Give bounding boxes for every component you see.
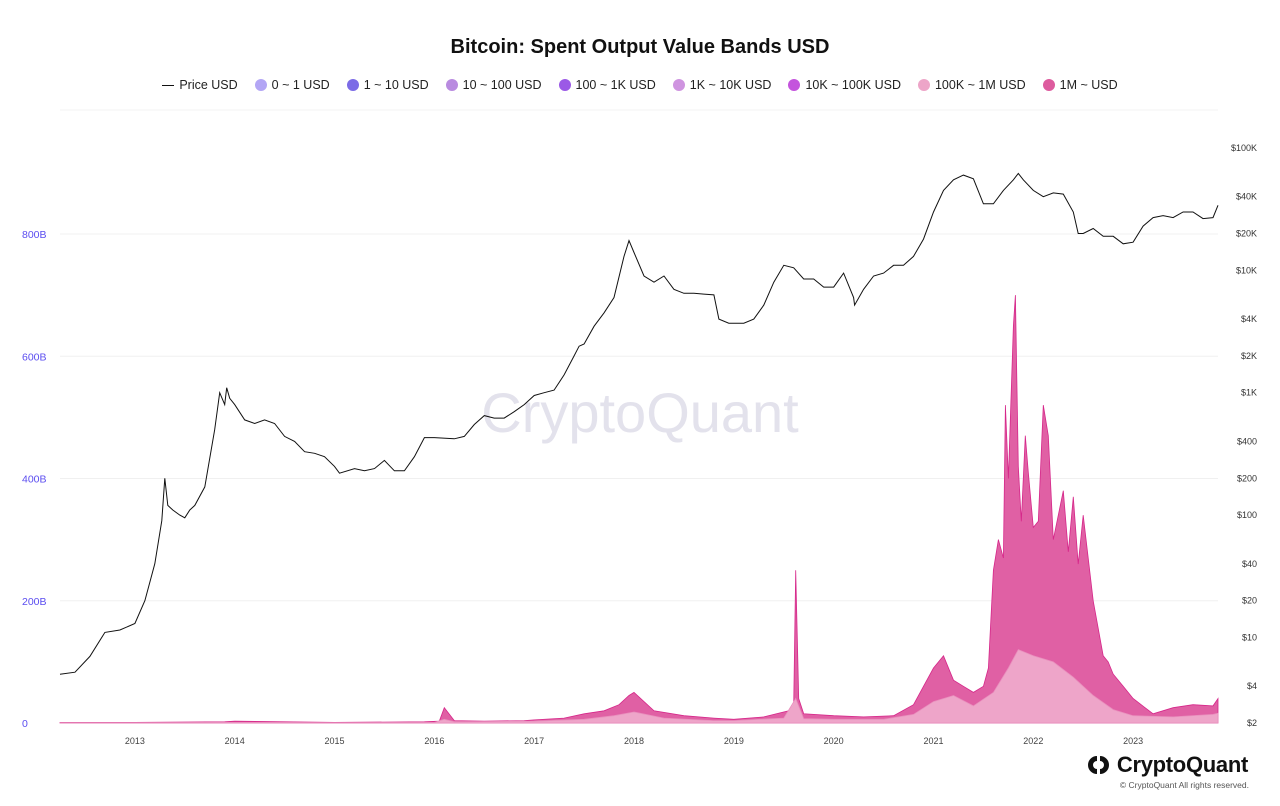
legend-marker [672, 79, 685, 91]
y-axis-right-tick: $40K [1236, 192, 1257, 202]
y-axis-right-tick: $10K [1236, 265, 1257, 275]
area-series-1m-usd [59, 295, 1219, 724]
legend-label: 10 ~ 100 USD [462, 78, 542, 92]
y-axis-right-tick: $40 [1242, 559, 1257, 569]
x-axis-tick: 2016 [424, 736, 444, 746]
y-axis-right-tick: $4K [1241, 314, 1257, 324]
legend-item[interactable]: 100 ~ 1K USD [558, 78, 656, 92]
x-axis-tick: 2020 [824, 736, 844, 746]
brand-logo: CryptoQuant [1086, 752, 1248, 778]
y-axis-right-tick: $20K [1236, 229, 1257, 239]
y-axis-right-tick: $10 [1242, 632, 1257, 642]
y-axis-right-tick: $100 [1237, 510, 1257, 520]
x-axis-tick: 2017 [524, 736, 544, 746]
legend-item[interactable]: 1K ~ 10K USD [672, 78, 772, 92]
y-axis-right-tick: $1K [1241, 388, 1257, 398]
chart-legend: Price USD 0 ~ 1 USD 1 ~ 10 USD 10 ~ 100 USD… [0, 78, 1280, 92]
chart-title: Bitcoin: Spent Output Value Bands USD [450, 36, 830, 58]
y-axis-right-tick: $20 [1242, 596, 1257, 606]
legend-marker [558, 79, 571, 91]
legend-label: 100K ~ 1M USD [934, 78, 1026, 92]
legend-marker [788, 79, 801, 91]
y-axis-right-tick: $2K [1241, 351, 1257, 361]
x-axis-tick: 2015 [325, 736, 345, 746]
brand-name: CryptoQuant [1116, 752, 1248, 777]
legend-marker [917, 79, 930, 91]
legend-label: 1K ~ 10K USD [689, 78, 772, 92]
legend-item[interactable]: 10 ~ 100 USD [445, 78, 542, 92]
x-axis-tick: 2023 [1123, 736, 1143, 746]
legend-marker [445, 79, 458, 91]
y-axis-right-tick: $200 [1237, 473, 1257, 483]
legend-item[interactable]: Price USD [162, 78, 238, 92]
y-axis-right-tick: $100K [1231, 143, 1257, 153]
legend-label: Price USD [179, 78, 238, 92]
legend-item[interactable]: 100K ~ 1M USD [917, 78, 1026, 92]
watermark: CryptoQuant [481, 381, 799, 444]
x-axis-tick: 2021 [923, 736, 943, 746]
y-axis-left-tick: 400B [22, 474, 47, 486]
y-axis-right-tick: $400 [1237, 436, 1257, 446]
y-axis-left-tick: 200B [22, 596, 47, 608]
legend-item[interactable]: 10K ~ 100K USD [788, 78, 901, 92]
legend-label: 10K ~ 100K USD [805, 78, 901, 92]
y-axis-left-tick: 0 [22, 718, 28, 730]
y-axis-right-tick: $4 [1247, 681, 1257, 691]
legend-label: 1 ~ 10 USD [363, 78, 429, 92]
legend-label: 0 ~ 1 USD [271, 78, 330, 92]
legend-label: 100 ~ 1K USD [575, 78, 656, 92]
y-axis-right-tick: $2 [1247, 718, 1257, 728]
y-axis-left-tick: 600B [22, 351, 47, 363]
cryptoquant-logo-icon [1087, 756, 1109, 774]
legend-label: 1M ~ USD [1059, 78, 1118, 92]
x-axis-tick: 2019 [724, 736, 744, 746]
x-axis-tick: 2022 [1023, 736, 1043, 746]
x-axis-tick: 2018 [624, 736, 644, 746]
y-axis-left-tick: 800B [22, 229, 47, 241]
legend-item[interactable]: 1M ~ USD [1042, 78, 1118, 92]
x-axis-tick: 2013 [125, 736, 145, 746]
copyright-text: © CryptoQuant All rights reserved. [1119, 780, 1249, 790]
legend-marker [346, 79, 359, 91]
x-axis-tick: 2014 [225, 736, 245, 746]
legend-marker [162, 84, 175, 86]
price-usd-line [59, 172, 1219, 675]
legend-item[interactable]: 1 ~ 10 USD [346, 78, 429, 92]
legend-marker [254, 79, 267, 91]
area-series-100k-1m-usd [59, 649, 1219, 724]
legend-item[interactable]: 0 ~ 1 USD [254, 78, 330, 92]
legend-marker [1042, 79, 1055, 91]
